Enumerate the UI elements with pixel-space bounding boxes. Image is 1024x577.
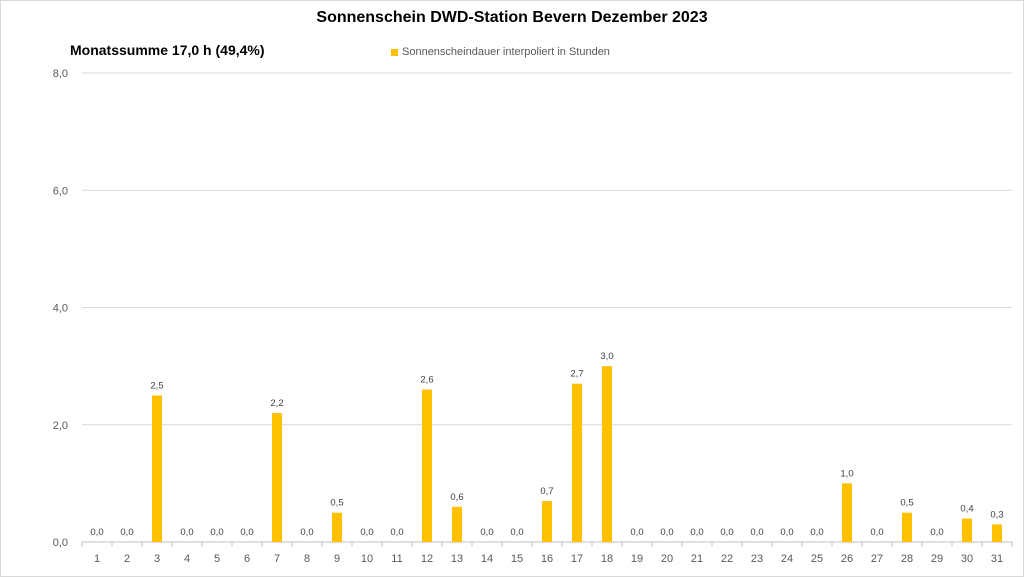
data-label: 0,0	[750, 527, 763, 538]
data-label: 0,0	[780, 527, 793, 538]
y-tick-label: 8,0	[53, 68, 68, 80]
data-label: 0,0	[660, 527, 673, 538]
data-label: 0,0	[120, 527, 133, 538]
bar	[572, 383, 582, 542]
x-tick-label: 9	[334, 553, 340, 565]
x-tick-label: 28	[901, 553, 913, 565]
data-label: 0,0	[300, 527, 313, 538]
chart-legend: Sonnenscheindauer interpoliert in Stunde…	[391, 46, 610, 58]
x-tick-label: 5	[214, 553, 220, 565]
x-tick-label: 16	[541, 553, 553, 565]
bar	[272, 413, 282, 542]
x-tick-label: 3	[154, 553, 160, 565]
x-tick-label: 6	[244, 553, 250, 565]
data-label: 0,0	[810, 527, 823, 538]
bar	[542, 500, 552, 542]
x-tick-label: 22	[721, 553, 733, 565]
x-tick-label: 19	[631, 553, 643, 565]
data-label: 0,0	[510, 527, 523, 538]
data-label: 2,6	[420, 375, 433, 386]
data-label: 1,0	[840, 468, 853, 479]
x-tick-label: 12	[421, 553, 433, 565]
data-label: 2,7	[570, 369, 583, 380]
y-tick-label: 0,0	[53, 537, 68, 549]
legend-label: Sonnenscheindauer interpoliert in Stunde…	[402, 46, 610, 58]
data-label: 0,0	[630, 527, 643, 538]
x-tick-label: 29	[931, 553, 943, 565]
x-tick-label: 1	[94, 553, 100, 565]
data-label: 0,0	[180, 527, 193, 538]
data-label: 0,0	[690, 527, 703, 538]
data-label: 3,0	[600, 351, 613, 362]
data-label: 0,5	[900, 498, 913, 509]
bar	[902, 512, 912, 542]
x-tick-label: 11	[391, 553, 402, 565]
y-tick-label: 4,0	[53, 303, 68, 315]
data-label: 0,0	[360, 527, 373, 538]
bar	[992, 524, 1002, 542]
x-tick-label: 15	[511, 553, 523, 565]
data-label: 2,5	[150, 380, 163, 391]
x-tick-label: 17	[571, 553, 583, 565]
data-label: 0,3	[990, 509, 1003, 520]
data-label: 0,5	[330, 498, 343, 509]
x-tick-label: 14	[481, 553, 493, 565]
bar	[842, 483, 852, 542]
data-label: 0,0	[930, 527, 943, 538]
bar	[452, 506, 462, 542]
x-tick-label: 7	[274, 553, 280, 565]
x-tick-label: 21	[691, 553, 703, 565]
data-label: 2,2	[270, 398, 283, 409]
x-tick-label: 23	[751, 553, 763, 565]
bar	[602, 366, 612, 542]
chart-subtitle: Monatssumme 17,0 h (49,4%)	[70, 42, 265, 58]
data-label: 0,0	[390, 527, 403, 538]
data-label: 0,0	[480, 527, 493, 538]
x-tick-label: 31	[991, 553, 1003, 565]
data-label: 0,0	[720, 527, 733, 538]
x-tick-label: 4	[184, 553, 190, 565]
x-tick-label: 18	[601, 553, 613, 565]
data-label: 0,7	[540, 486, 553, 497]
x-tick-label: 27	[871, 553, 883, 565]
y-tick-label: 6,0	[53, 185, 68, 197]
data-label: 0,4	[960, 504, 973, 515]
data-label: 0,0	[210, 527, 223, 538]
x-tick-label: 25	[811, 553, 823, 565]
bar	[962, 518, 972, 542]
bar	[422, 389, 432, 542]
chart-title: Sonnenschein DWD-Station Bevern Dezember…	[316, 9, 708, 26]
bar	[332, 512, 342, 542]
x-tick-label: 10	[361, 553, 373, 565]
x-tick-label: 30	[961, 553, 973, 565]
x-tick-label: 2	[124, 553, 130, 565]
legend-swatch	[391, 48, 398, 56]
x-tick-label: 13	[451, 553, 463, 565]
x-tick-label: 26	[841, 553, 853, 565]
x-tick-label: 20	[661, 553, 673, 565]
data-label: 0,0	[240, 527, 253, 538]
data-label: 0,6	[450, 492, 463, 503]
data-label: 0,0	[90, 527, 103, 538]
x-tick-label: 24	[781, 553, 793, 565]
bar	[152, 395, 162, 542]
data-label: 0,0	[870, 527, 883, 538]
y-tick-label: 2,0	[53, 420, 68, 432]
x-tick-label: 8	[304, 553, 310, 565]
